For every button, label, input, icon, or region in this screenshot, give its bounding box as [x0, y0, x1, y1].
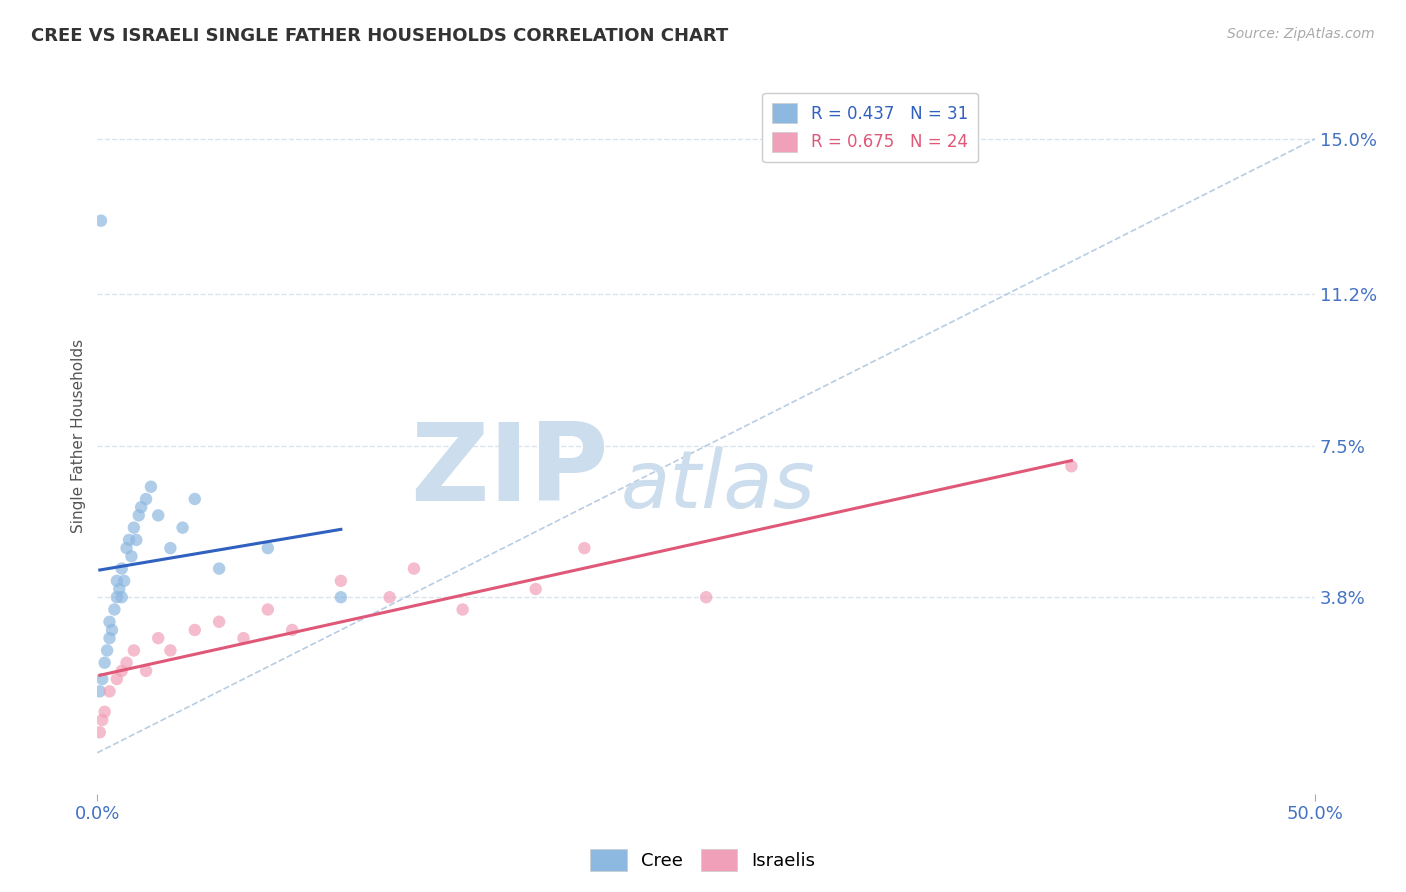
Point [128, 508, 150, 523]
Point [129, 500, 152, 515]
Point [111, 561, 134, 575]
Point [148, 631, 170, 645]
Point [89, 725, 111, 739]
Text: ZIP: ZIP [411, 418, 609, 524]
Point [184, 623, 207, 637]
Point [135, 491, 157, 506]
Point [118, 533, 141, 547]
Legend: Cree, Israelis: Cree, Israelis [583, 842, 823, 879]
Point [120, 549, 142, 564]
Point [96, 643, 118, 657]
Point [111, 664, 134, 678]
Point [574, 541, 596, 555]
Point [115, 541, 138, 555]
Point [122, 521, 145, 535]
Point [93, 705, 115, 719]
Point [451, 602, 474, 616]
Point [105, 591, 128, 605]
Point [139, 480, 162, 494]
Point [172, 521, 194, 535]
Point [105, 574, 128, 588]
Point [208, 615, 231, 629]
Point [329, 574, 352, 588]
Point [112, 574, 135, 588]
Point [91, 672, 114, 686]
Point [125, 533, 148, 547]
Point [108, 582, 131, 596]
Point [1060, 459, 1083, 474]
Point [93, 656, 115, 670]
Point [122, 643, 145, 657]
Point [524, 582, 547, 596]
Point [159, 643, 181, 657]
Point [208, 561, 231, 575]
Point [98, 615, 121, 629]
Point [91, 713, 114, 727]
Point [98, 684, 121, 698]
Point [148, 508, 170, 523]
Point [256, 541, 278, 555]
Point [105, 672, 128, 686]
Point [402, 561, 425, 575]
Point [232, 631, 254, 645]
Point [329, 591, 352, 605]
Point [159, 541, 181, 555]
Point [184, 491, 207, 506]
Point [695, 591, 717, 605]
Point [90, 213, 112, 227]
Point [111, 591, 134, 605]
Y-axis label: Single Father Households: Single Father Households [72, 338, 86, 533]
Text: CREE VS ISRAELI SINGLE FATHER HOUSEHOLDS CORRELATION CHART: CREE VS ISRAELI SINGLE FATHER HOUSEHOLDS… [31, 27, 728, 45]
Point [89, 684, 111, 698]
Point [378, 591, 401, 605]
Legend: R = 0.437   N = 31, R = 0.675   N = 24: R = 0.437 N = 31, R = 0.675 N = 24 [762, 93, 977, 162]
Point [135, 664, 157, 678]
Text: atlas: atlas [621, 447, 815, 524]
Text: Source: ZipAtlas.com: Source: ZipAtlas.com [1227, 27, 1375, 41]
Point [256, 602, 278, 616]
Point [103, 602, 125, 616]
Point [281, 623, 304, 637]
Point [101, 623, 124, 637]
Point [98, 631, 121, 645]
Point [115, 656, 138, 670]
